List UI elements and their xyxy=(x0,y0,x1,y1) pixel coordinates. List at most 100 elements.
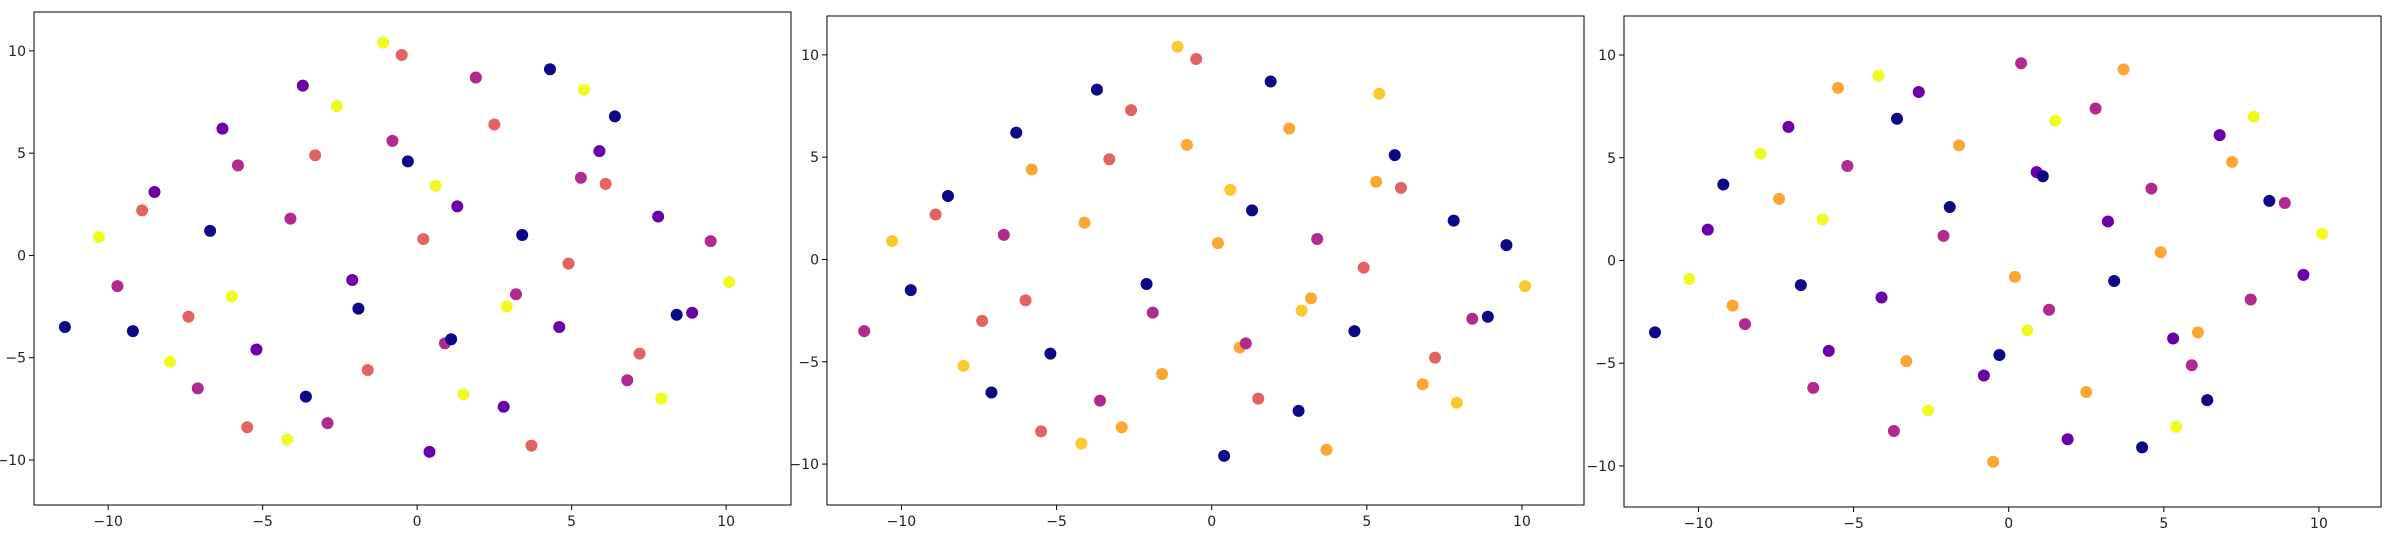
scatter-point xyxy=(2247,110,2260,123)
scatter-point xyxy=(1218,449,1231,462)
scatter-point xyxy=(225,290,238,303)
scatter-point xyxy=(670,308,683,321)
scatter-point xyxy=(553,321,566,334)
y-tick-label: −10 xyxy=(1586,459,1616,475)
scatter-point xyxy=(386,134,399,147)
x-tick-label: 0 xyxy=(1207,514,1216,530)
scatter-point xyxy=(985,386,998,399)
scatter-point xyxy=(957,359,970,372)
scatter-point xyxy=(241,421,254,434)
x-tick-label: 5 xyxy=(1362,514,1371,530)
scatter-point xyxy=(2049,114,2062,127)
scatter-point xyxy=(1816,213,1829,226)
scatter-point xyxy=(1993,348,2006,361)
y-tick-label: 10 xyxy=(8,44,26,60)
y-tick-label: 0 xyxy=(1607,253,1616,269)
scatter-point xyxy=(1239,337,1252,350)
scatter-point xyxy=(231,159,244,172)
scatter-point xyxy=(488,118,501,131)
y-tick-label: −5 xyxy=(1595,356,1616,372)
scatter-point xyxy=(1078,216,1091,229)
scatter-point xyxy=(543,63,556,76)
scatter-point xyxy=(1416,378,1429,391)
x-tick-label: 5 xyxy=(567,514,576,530)
scatter-point xyxy=(1987,455,2000,468)
scatter-point xyxy=(1841,159,1854,172)
scatter-point xyxy=(1782,120,1795,133)
scatter-point xyxy=(1394,181,1407,194)
scatter-point xyxy=(1807,381,1820,394)
scatter-point xyxy=(1717,178,1730,191)
scatter-point xyxy=(1125,104,1138,117)
scatter-point xyxy=(652,210,665,223)
scatter-point xyxy=(423,445,436,458)
scatter-point xyxy=(2185,359,2198,372)
y-tick-label: 5 xyxy=(1607,151,1616,167)
scatter-point xyxy=(599,177,612,190)
scatter-point xyxy=(1388,149,1401,162)
scatter-point xyxy=(2036,170,2049,183)
scatter-point xyxy=(1773,192,1786,205)
scatter-point xyxy=(1794,279,1807,292)
scatter-point xyxy=(562,257,575,270)
scatter-point xyxy=(299,390,312,403)
scatter-point xyxy=(1283,122,1296,135)
y-tick-label: −5 xyxy=(5,351,26,367)
scatter-point xyxy=(1943,201,1956,214)
scatter-point xyxy=(1295,304,1308,317)
scatter-point xyxy=(136,204,149,217)
scatter-point xyxy=(1035,425,1048,438)
scatter-point xyxy=(1311,233,1324,246)
scatter-point xyxy=(296,79,309,92)
scatter-point xyxy=(1246,204,1259,217)
scatter-point xyxy=(1292,404,1305,417)
x-tick-label: −5 xyxy=(1843,516,1864,532)
scatter-point xyxy=(1683,272,1696,285)
scatter-point xyxy=(352,302,365,315)
scatter-point xyxy=(1025,163,1038,176)
x-tick-label: 10 xyxy=(2310,516,2328,532)
scatter-point xyxy=(1103,153,1116,166)
scatter-point xyxy=(1832,81,1845,94)
scatter-point xyxy=(1875,291,1888,304)
scatter-point xyxy=(2244,293,2257,306)
scatter-point xyxy=(1429,351,1442,364)
scatter-point xyxy=(633,347,646,360)
x-tick-label: −10 xyxy=(1684,516,1714,532)
scatter-point xyxy=(723,276,736,289)
scatter-point xyxy=(361,363,374,376)
scatter-point xyxy=(1304,292,1317,305)
scatter-point xyxy=(1738,318,1751,331)
scatter-point xyxy=(321,417,334,430)
y-tick-label: −5 xyxy=(798,355,819,371)
scatter-point xyxy=(377,36,390,49)
x-tick-label: 10 xyxy=(1513,514,1531,530)
scatter-point xyxy=(2089,102,2102,115)
scatter-point xyxy=(2201,394,2214,407)
scatter-point xyxy=(1649,326,1662,339)
scatter-point xyxy=(2117,63,2130,76)
scatter-point xyxy=(284,212,297,225)
scatter-point xyxy=(1224,183,1237,196)
x-tick-label: 0 xyxy=(413,514,422,530)
scatter-point xyxy=(1447,214,1460,227)
scatter-point xyxy=(191,382,204,395)
scatter-point xyxy=(1872,69,1885,82)
scatter-point xyxy=(1320,443,1333,456)
scatter-point xyxy=(1090,83,1103,96)
y-tick-label: 5 xyxy=(17,146,26,162)
y-tick-label: 10 xyxy=(1598,48,1616,64)
subplot: −10 −5 0 5 10 −10 −5 0 5 10 xyxy=(0,11,792,530)
scatter-point xyxy=(204,224,217,237)
scatter-point xyxy=(1171,40,1184,53)
scatter-point xyxy=(330,100,343,113)
scatter-point xyxy=(1348,325,1361,338)
scatter-point xyxy=(593,145,606,158)
scatter-point xyxy=(1190,52,1203,65)
scatter-point xyxy=(1937,229,1950,242)
plot-area xyxy=(34,12,791,505)
scatter-point xyxy=(621,374,634,387)
scatter-point xyxy=(1019,294,1032,307)
scatter-point xyxy=(2213,129,2226,142)
